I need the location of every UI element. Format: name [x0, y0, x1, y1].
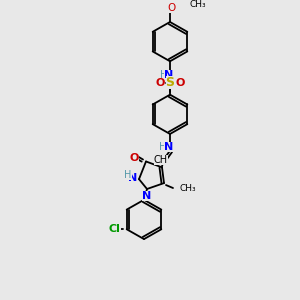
Text: H: H	[160, 70, 168, 80]
Text: O: O	[175, 78, 185, 88]
Text: S: S	[166, 76, 175, 89]
Text: N: N	[164, 142, 174, 152]
Text: CH₃: CH₃	[180, 184, 196, 194]
Text: H: H	[159, 142, 167, 152]
Text: CH: CH	[154, 155, 168, 166]
Text: O: O	[155, 78, 165, 88]
Text: CH₃: CH₃	[189, 0, 206, 9]
Text: O: O	[129, 152, 139, 163]
Text: H: H	[124, 170, 132, 180]
Text: N: N	[142, 191, 152, 201]
Text: Cl: Cl	[109, 224, 121, 234]
Text: O: O	[168, 3, 176, 13]
Text: N: N	[164, 70, 174, 80]
Text: N: N	[128, 173, 138, 183]
